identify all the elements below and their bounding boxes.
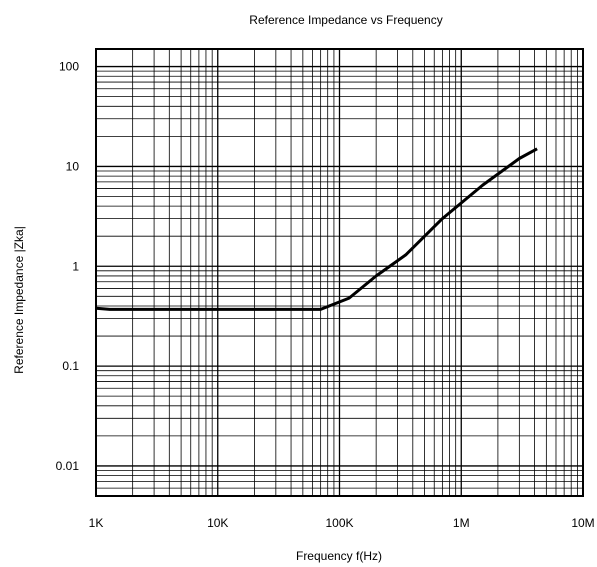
y-tick-label: 10 [66, 159, 80, 173]
x-tick-label: 1M [453, 516, 470, 530]
series-layer [95, 147, 538, 311]
y-tick-label: 1 [72, 259, 79, 273]
x-axis-label: Frequency f(Hz) [296, 549, 382, 563]
x-tick-label: 10M [571, 516, 594, 530]
plot-frame [95, 48, 584, 497]
x-tick-label: 100K [325, 516, 353, 530]
tick-labels: 1K 10K 100K 1M 10M 0.01 0.1 1 10 100 [56, 60, 595, 530]
y-tick-label: 0.01 [56, 459, 80, 473]
y-axis-label: Reference Impedance |Zka| [12, 226, 26, 374]
x-tick-label: 1K [89, 516, 104, 530]
chart-title: Reference Impedance vs Frequency [249, 13, 442, 27]
grid-lines [95, 49, 583, 497]
impedance-curve [95, 147, 538, 311]
y-tick-label: 0.1 [62, 359, 79, 373]
y-tick-label: 100 [59, 60, 79, 74]
x-tick-label: 10K [207, 516, 228, 530]
